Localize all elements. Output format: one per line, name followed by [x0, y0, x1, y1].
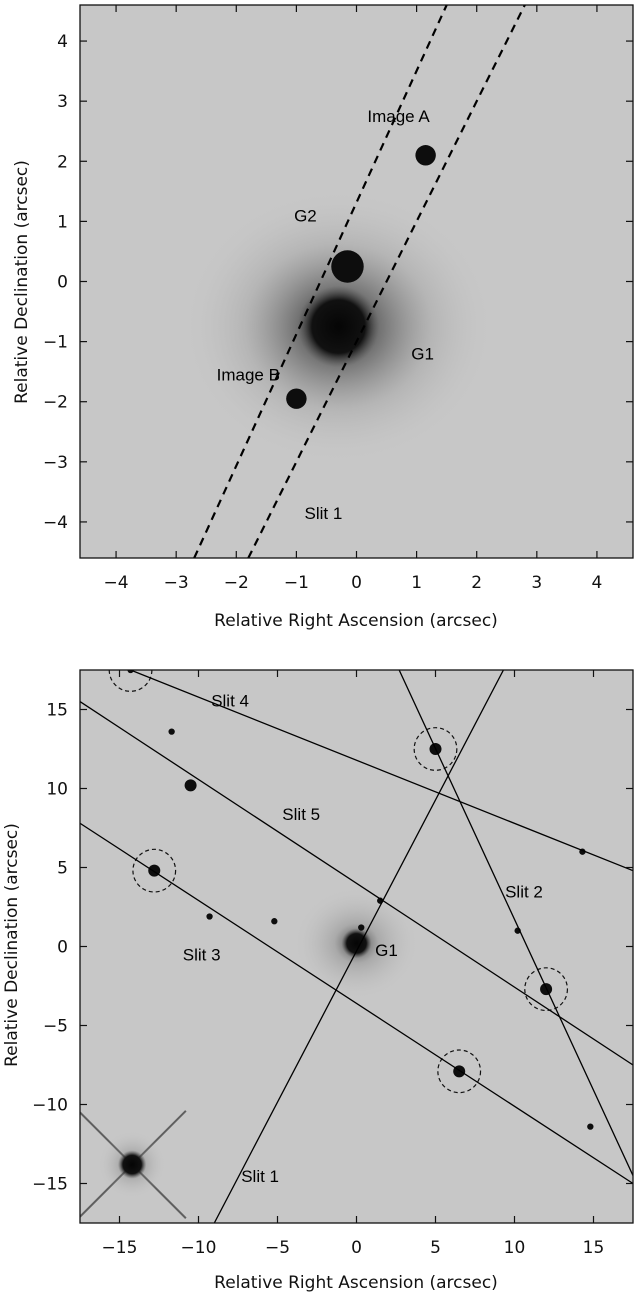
y-tick-label: −5: [43, 1017, 68, 1037]
slit-4-label: Slit 4: [211, 691, 249, 710]
x-tick-label: 4: [592, 573, 603, 593]
x-tick-label: 1: [411, 573, 422, 593]
x-tick-label: 5: [430, 1238, 441, 1258]
source-10-source: [168, 728, 175, 735]
y-tick-label: 4: [57, 32, 68, 52]
image-a-source: [415, 145, 436, 166]
g2-label: G2: [294, 206, 317, 225]
slit-edge-line: [247, 5, 526, 558]
y-tick-label: −15: [32, 1175, 68, 1195]
slit-3-line: [80, 822, 633, 1185]
slit-2-label: Slit 2: [505, 883, 543, 902]
x-tick-label: 0: [351, 573, 362, 593]
g1-source: [341, 928, 372, 959]
top-annotations: Image A G2 G1 Image B Slit 1: [217, 107, 434, 523]
slit-3-label: Slit 3: [183, 946, 221, 965]
image-b-source: [286, 388, 307, 409]
y-tick-label: 15: [46, 701, 68, 721]
bottom-image-marks: [80, 670, 633, 1223]
x-tick-label: 0: [351, 1238, 362, 1258]
slit-5-label: Slit 5: [282, 805, 320, 824]
g1-label: G1: [375, 941, 398, 960]
source-15-source: [117, 1150, 147, 1179]
top-x-axis-title: Relative Right Ascension (arcsec): [214, 611, 498, 631]
g1-label: G1: [411, 345, 434, 364]
circled-source-marker: [524, 967, 569, 1012]
source-8-source: [206, 913, 213, 920]
y-tick-label: 2: [57, 152, 68, 172]
slit-1-line: [213, 670, 505, 1223]
y-tick-label: −2: [43, 393, 68, 413]
y-tick-label: 3: [57, 92, 68, 112]
x-tick-label: −3: [164, 573, 189, 593]
x-tick-label: −2: [224, 573, 249, 593]
bottom-y-axis-title: Relative Declination (arcsec): [2, 823, 22, 1067]
circled-source-marker: [132, 848, 177, 893]
circled-source-marker: [413, 727, 458, 771]
top-axes: −4 −3 −2 −1 0 1 2 3 4 −4 −3 −2 −1 0 1 2 3 4: [43, 5, 633, 593]
slit-2-line: [398, 670, 633, 1176]
y-tick-label: 0: [57, 273, 68, 293]
y-tick-label: 0: [57, 938, 68, 958]
image-a-label: Image A: [367, 107, 430, 126]
x-tick-label: −1: [284, 573, 309, 593]
x-tick-label: −15: [102, 1238, 138, 1258]
x-tick-label: 2: [471, 573, 482, 593]
circled-source-marker: [437, 1049, 482, 1094]
bottom-x-axis-title: Relative Right Ascension (arcsec): [214, 1273, 498, 1293]
y-tick-label: −4: [43, 513, 68, 533]
y-tick-label: 1: [57, 212, 68, 232]
source-9-source: [271, 918, 278, 925]
y-tick-label: −1: [43, 333, 68, 353]
source-1-source: [358, 924, 365, 931]
source-14-source: [587, 1123, 594, 1130]
top-image-marks: [182, 5, 526, 558]
slit-1-label: Slit 1: [305, 504, 343, 523]
x-tick-label: −4: [104, 573, 129, 593]
y-tick-label: −3: [43, 453, 68, 473]
bottom-annotations: Slit 4 Slit 5 Slit 2 Slit 3 G1 Slit 1: [183, 691, 543, 1186]
x-tick-label: −10: [181, 1238, 217, 1258]
source-7-source: [184, 779, 197, 792]
g2-source: [331, 250, 364, 283]
bottom-axes: −15 −10 −5 0 5 10 15 −15 −10 −5 0 5 10 15: [32, 670, 633, 1258]
y-tick-label: −10: [32, 1096, 68, 1116]
top-y-axis-title: Relative Declination (arcsec): [12, 160, 32, 404]
x-tick-label: −5: [265, 1238, 290, 1258]
x-tick-label: 10: [504, 1238, 526, 1258]
image-b-label: Image B: [217, 366, 280, 385]
slit-5-line: [80, 701, 633, 1066]
g1-source: [297, 285, 380, 368]
x-tick-label: 3: [531, 573, 542, 593]
y-tick-label: 10: [46, 780, 68, 800]
x-tick-label: 15: [583, 1238, 605, 1258]
slit-edge-line: [193, 5, 448, 558]
slit-4-line: [130, 670, 633, 872]
y-tick-label: 5: [57, 859, 68, 879]
slit-1-label: Slit 1: [241, 1167, 279, 1186]
